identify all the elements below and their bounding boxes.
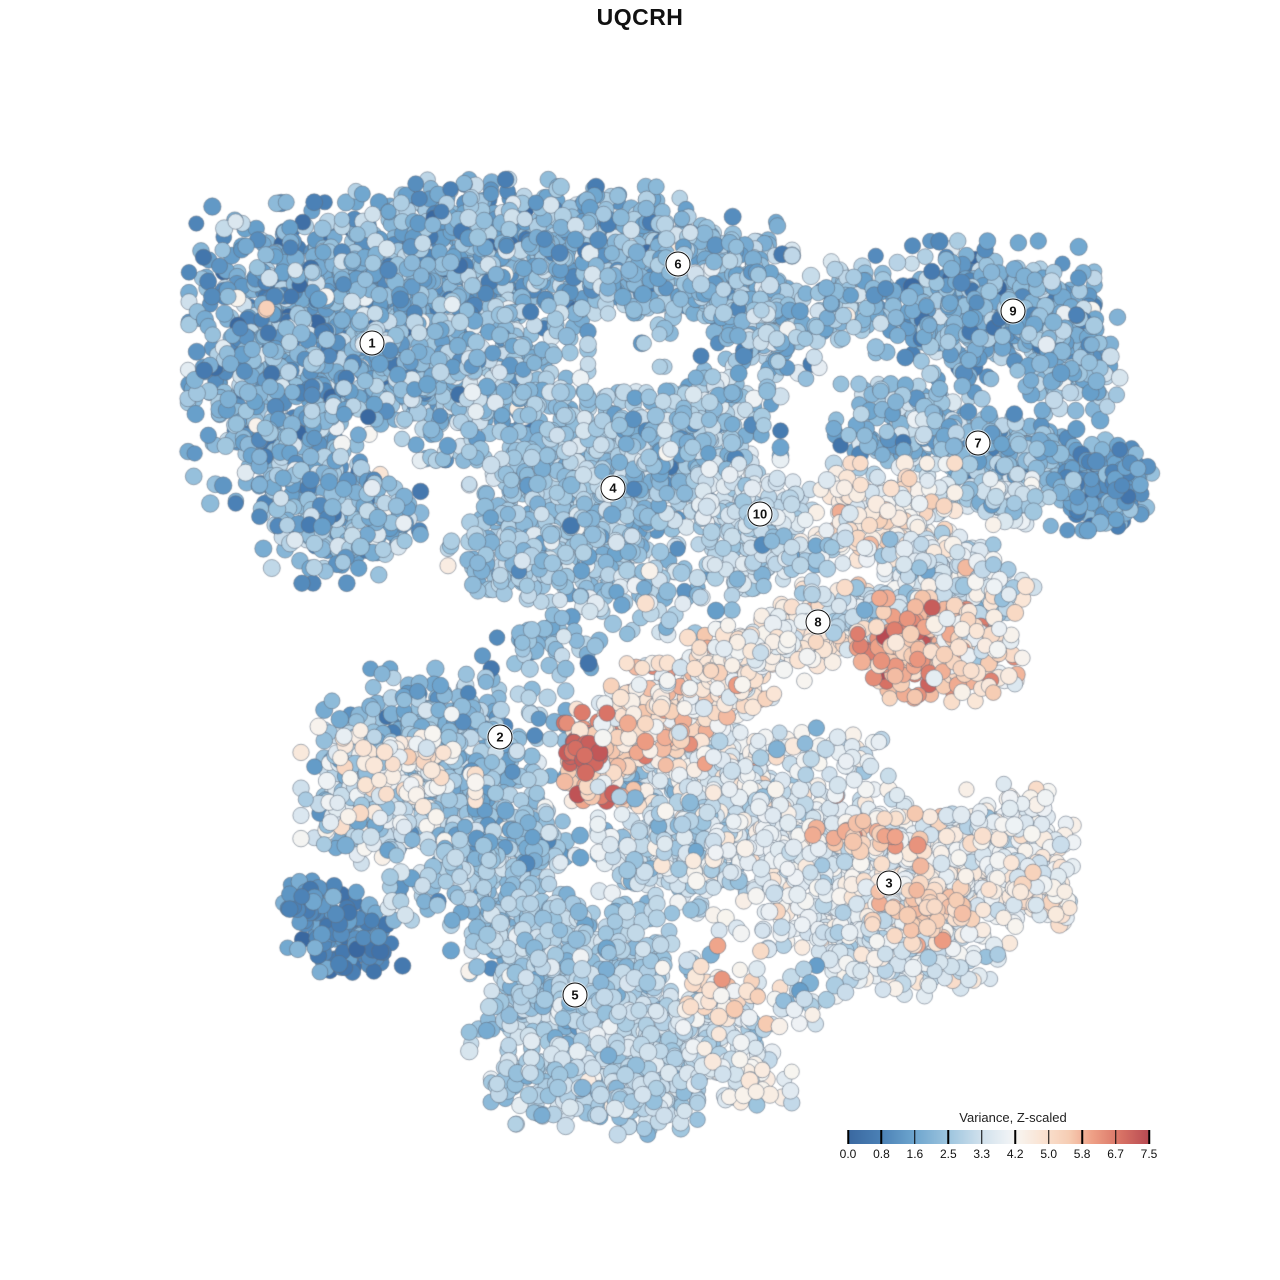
legend-tick-label: 1.6: [906, 1147, 924, 1161]
legend-tick-label: 2.5: [939, 1147, 957, 1161]
legend-tick-label: 5.8: [1073, 1147, 1091, 1161]
legend-tick-mark: [1148, 1130, 1150, 1144]
cluster-label-2: 2: [487, 724, 513, 750]
cluster-label-6: 6: [665, 251, 691, 277]
legend-tick-mark: [914, 1130, 916, 1144]
cluster-label-7: 7: [965, 430, 991, 456]
legend-tick-mark: [880, 1130, 883, 1144]
cluster-label-1: 1: [359, 330, 385, 356]
legend-tick-label: 3.3: [973, 1147, 991, 1161]
legend-title: Variance, Z-scaled: [959, 1110, 1067, 1125]
legend-tick-label: 5.0: [1040, 1147, 1057, 1161]
legend-tick-mark: [947, 1130, 950, 1144]
legend-tick-label: 0.0: [839, 1147, 857, 1161]
legend-tick-mark: [847, 1130, 849, 1144]
cluster-label-4: 4: [600, 475, 626, 501]
legend-tick-mark: [981, 1130, 983, 1144]
legend-tick-labels: 0.0 0.8 1.6 2.5 3.3 4.2 5.0 5.8 6.7 7.5: [840, 1147, 1158, 1163]
legend-tick-label: 7.5: [1140, 1147, 1158, 1161]
cluster-label-8: 8: [805, 609, 831, 635]
legend-tick-mark: [1047, 1130, 1050, 1144]
legend-tick-label: 6.7: [1107, 1147, 1124, 1161]
legend-tick-mark: [1114, 1130, 1117, 1144]
cluster-label-10: 10: [747, 501, 773, 527]
cluster-label-5: 5: [562, 982, 588, 1008]
legend-colorbar-gradient: [848, 1130, 1149, 1144]
legend-tick-label: 4.2: [1006, 1147, 1024, 1161]
color-legend: Variance, Z-scaled 0.0 0.8 1.6 2.5 3.3 4.2 5.0…: [840, 1110, 1158, 1163]
legend-colorbar: [847, 1130, 1150, 1144]
cluster-label-3: 3: [876, 870, 902, 896]
legend-tick-mark: [1014, 1130, 1016, 1144]
cluster-label-9: 9: [1000, 298, 1026, 324]
legend-tick-label: 0.8: [873, 1147, 890, 1161]
legend-tick-mark: [1081, 1130, 1083, 1144]
